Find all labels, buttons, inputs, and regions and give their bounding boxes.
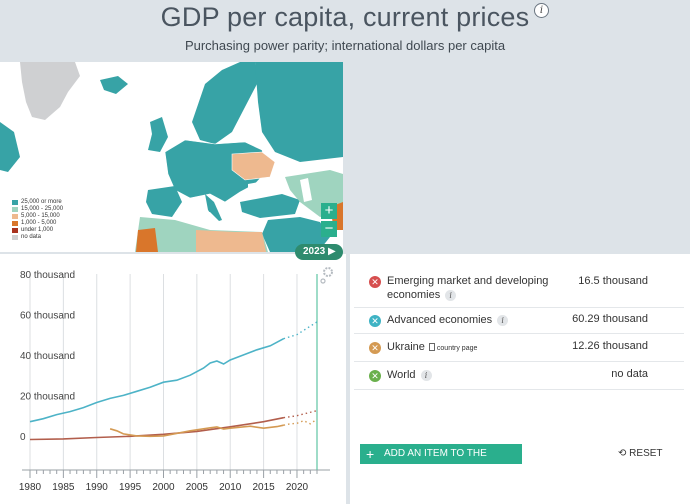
series-value: 60.29 thousand [572,313,648,325]
legend-item: 1,000 - 5,000 [12,220,63,227]
series-row-world[interactable]: ✕ World i no data [354,362,684,390]
map-region-ukraine [231,151,276,181]
info-icon[interactable]: i [497,314,509,326]
series-row-emerging[interactable]: ✕ Emerging market and developing economi… [354,266,684,308]
info-icon[interactable]: i [445,289,457,301]
legend-item: 25,000 or more [12,199,63,206]
map-region-italy [205,194,222,222]
reset-button[interactable]: ⟲ RESET [618,448,663,459]
page-subtitle: Purchasing power parity; international d… [184,38,506,53]
map-region-iberia [146,186,182,217]
info-icon[interactable]: i [420,369,432,381]
series-projection-line [283,321,318,340]
series-name-text: Advanced economies [387,314,493,326]
zoom-out-button[interactable]: − [321,221,337,237]
map-region-scandinavia [192,62,258,144]
legend-label: 5,000 - 15,000 [21,213,60,219]
legend-item: 15,000 - 25,000 [12,206,63,213]
legend-label: under 1,000 [21,227,54,233]
remove-series-icon[interactable]: ✕ [369,342,381,354]
legend-item: under 1,000 [12,227,63,234]
series-name: Emerging market and developing economies… [387,274,577,302]
x-tick-label: 2005 [186,482,209,493]
remove-series-icon[interactable]: ✕ [369,315,381,327]
reset-label: RESET [629,448,663,459]
year-selector[interactable]: 2023 ▶ [295,244,343,260]
line-chart-panel: 0 20 thousand 40 thousand 60 thousand 80 tho… [0,254,346,504]
reset-icon: ⟲ [618,448,627,459]
x-tick-label: 1995 [119,482,142,493]
x-tick-label: 1985 [52,482,75,493]
y-tick-label: 80 thousand [20,270,75,281]
map-region-russia [255,62,343,162]
x-tick-label: 2020 [286,482,309,493]
series-line [29,416,284,441]
map-region-west-africa [136,228,158,252]
series-row-ukraine[interactable]: ✕ Ukraine country page 12.26 thousand [354,334,684,362]
add-item-label: ADD AN ITEM TO THE CHART [384,448,487,479]
x-tick-label: 2010 [219,482,242,493]
y-tick-label: 0 [20,432,26,443]
settings-small-icon [320,278,326,284]
add-item-button[interactable]: + ADD AN ITEM TO THE CHART [360,444,522,479]
map-region-libya [196,230,236,252]
legend-label: 1,000 - 5,000 [21,220,57,226]
legend-swatch [12,228,18,233]
x-tick-label: 2015 [252,482,275,493]
x-tick-label: 1980 [19,482,42,493]
legend-label: 15,000 - 25,000 [21,206,64,212]
series-line [29,337,284,423]
map-region-iceland [100,76,128,94]
remove-series-icon[interactable]: ✕ [369,370,381,382]
map-legend: 25,000 or more 15,000 - 25,000 5,000 - 1… [12,199,63,241]
series-name-text: World [387,369,416,381]
series-value: 16.5 thousand [578,275,648,287]
series-projection-line [283,418,318,426]
country-page-link[interactable]: country page [428,343,478,352]
legend-label: 25,000 or more [21,199,62,205]
map-region-north-america [0,122,20,172]
legend-swatch [12,221,18,226]
y-tick-label: 60 thousand [20,311,75,322]
legend-swatch [12,214,18,219]
y-tick-label: 20 thousand [20,392,75,403]
x-tick-label: 1990 [86,482,109,493]
legend-label: no data [21,234,42,240]
x-tick-label: 2000 [152,482,175,493]
map-region-middle-east [262,217,330,252]
map-region-turkey [240,194,300,218]
info-icon[interactable]: i [534,3,549,18]
series-projection-line [283,409,318,419]
series-line [109,424,284,438]
zoom-in-button[interactable]: + [321,203,337,219]
plus-icon: + [366,446,375,462]
line-chart[interactable]: 0 20 thousand 40 thousand 60 thousand 80 tho… [0,254,346,504]
settings-icon[interactable] [323,267,333,277]
series-name-text: Emerging market and developing economies [387,275,549,301]
series-name: World i [387,368,432,382]
series-value: 12.26 thousand [572,340,648,352]
map-region-greenland [20,62,80,120]
map-region-uk [148,117,168,152]
map-region-egypt [236,232,266,252]
series-name-text: Ukraine [387,341,425,353]
legend-item: 5,000 - 15,000 [12,213,63,220]
series-name: Ukraine country page [387,340,477,356]
remove-series-icon[interactable]: ✕ [369,276,381,288]
page-title: GDP per capita, current prices [160,2,530,32]
series-name: Advanced economies i [387,313,509,327]
world-map[interactable]: 25,000 or more 15,000 - 25,000 5,000 - 1… [0,62,343,252]
country-page-label: country page [436,345,478,352]
series-list-panel: ✕ Emerging market and developing economi… [350,254,690,504]
document-icon [428,343,435,351]
legend-item: no data [12,234,63,241]
y-tick-label: 40 thousand [20,351,75,362]
header: GDP per capita, current prices i Purchas… [0,0,690,62]
legend-swatch [12,200,18,205]
series-row-advanced[interactable]: ✕ Advanced economies i 60.29 thousand [354,308,684,334]
legend-swatch [12,235,18,240]
series-value: no data [611,368,648,380]
legend-swatch [12,207,18,212]
